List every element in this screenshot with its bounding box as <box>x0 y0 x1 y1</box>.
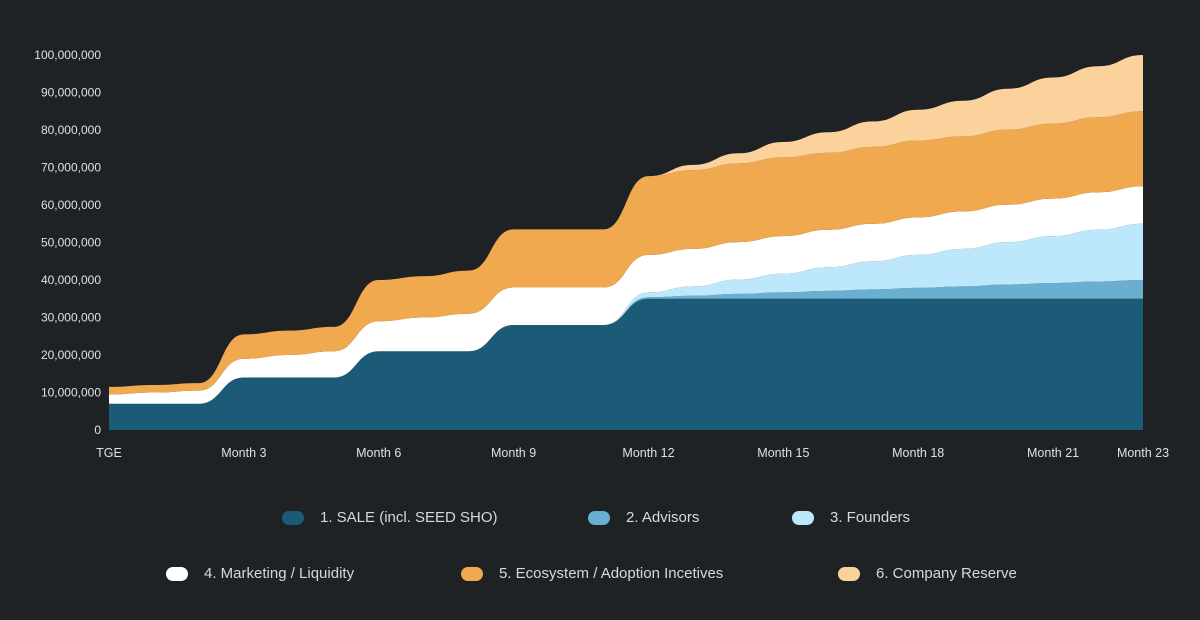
legend-item-marketing[interactable]: 4. Marketing / Liquidity <box>166 565 354 582</box>
x-tick-label: Month 21 <box>1027 446 1079 460</box>
y-tick-label: 80,000,000 <box>41 123 101 137</box>
legend-label: 1. SALE (incl. SEED SHO) <box>320 509 498 526</box>
legend-item-company-reserve[interactable]: 6. Company Reserve <box>838 565 1017 582</box>
x-tick-label: Month 23 <box>1117 446 1169 460</box>
y-tick-label: 20,000,000 <box>41 348 101 362</box>
y-tick-label: 70,000,000 <box>41 161 101 175</box>
legend-swatch <box>461 566 483 581</box>
legend-label: 2. Advisors <box>626 509 700 526</box>
y-tick-label: 90,000,000 <box>41 86 101 100</box>
y-tick-label: 50,000,000 <box>41 236 101 250</box>
y-axis-ticks: 0 10,000,000 20,000,000 30,000,000 40,000,00… <box>34 48 101 437</box>
y-tick-label: 60,000,000 <box>41 198 101 212</box>
x-tick-label: Month 15 <box>757 446 809 460</box>
legend-swatch <box>282 510 304 525</box>
area-series-6 <box>109 55 1143 387</box>
area-series-1 <box>109 298 1143 430</box>
x-tick-label: Month 3 <box>221 446 266 460</box>
legend-swatch <box>792 510 814 525</box>
y-tick-label: 30,000,000 <box>41 311 101 325</box>
y-tick-label: 40,000,000 <box>41 273 101 287</box>
legend-label: 5. Ecosystem / Adoption Incetives <box>499 565 724 582</box>
legend-item-advisors[interactable]: 2. Advisors <box>588 509 699 526</box>
legend-label: 4. Marketing / Liquidity <box>204 565 355 582</box>
x-tick-label: TGE <box>96 446 122 460</box>
x-tick-label: Month 6 <box>356 446 401 460</box>
legend-item-sale[interactable]: 1. SALE (incl. SEED SHO) <box>282 509 498 526</box>
x-tick-label: Month 18 <box>892 446 944 460</box>
legend-swatch <box>588 510 610 525</box>
legend-label: 3. Founders <box>830 509 911 526</box>
y-tick-label: 0 <box>94 423 101 437</box>
legend-item-founders[interactable]: 3. Founders <box>792 509 910 526</box>
area-layers <box>109 55 1143 430</box>
area-series-4 <box>109 186 1143 404</box>
area-series-2 <box>109 280 1143 404</box>
y-tick-label: 10,000,000 <box>41 386 101 400</box>
legend-item-ecosystem[interactable]: 5. Ecosystem / Adoption Incetives <box>461 565 723 582</box>
x-axis-ticks: TGE Month 3 Month 6 Month 9 Month 12 Month 15… <box>96 446 1169 460</box>
y-tick-label: 100,000,000 <box>34 48 101 62</box>
legend-swatch <box>166 566 188 581</box>
legend-label: 6. Company Reserve <box>876 565 1017 582</box>
area-series-5 <box>109 111 1143 395</box>
x-tick-label: Month 12 <box>622 446 674 460</box>
area-series-3 <box>109 223 1143 404</box>
x-tick-label: Month 9 <box>491 446 536 460</box>
legend-swatch <box>838 566 860 581</box>
